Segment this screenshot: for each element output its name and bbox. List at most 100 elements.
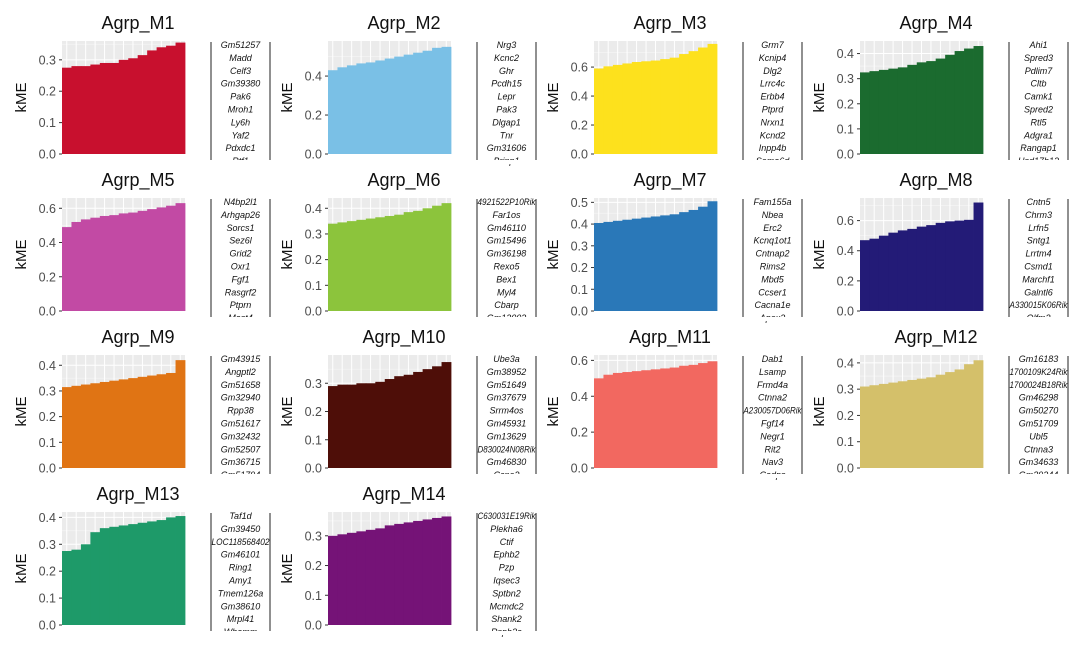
bar: [964, 48, 974, 154]
y-axis-label: kME: [545, 240, 562, 270]
gene-label: Gm36198: [487, 249, 527, 259]
gene-label: Camk1: [1024, 92, 1053, 102]
gene-label: Gm36715: [221, 457, 262, 467]
y-tick-label: 0.6: [571, 354, 588, 368]
gene-label: Lsamp: [759, 367, 786, 377]
bar: [594, 378, 604, 468]
panel-Agrp_M5: Agrp_M5 kME 0.0 0.2 0.4 0.6 N4bp2l1 Arhgap26 Sor…: [13, 170, 271, 323]
y-tick-label: 0.2: [837, 409, 854, 423]
bar: [90, 217, 101, 311]
gene-label: Erbb4: [760, 92, 784, 102]
gene-list-clip: [1010, 160, 1067, 164]
bar: [356, 531, 367, 625]
bar: [641, 370, 652, 468]
y-tick-label: 0.6: [837, 214, 854, 228]
bar: [945, 54, 956, 154]
y-tick-label: 0.3: [837, 383, 854, 397]
bar: [90, 383, 101, 468]
gene-label: Kcnd2: [760, 130, 786, 140]
panel-Agrp_M12: Agrp_M12 kME 0.0 0.1 0.2 0.3 0.4 Gm16183 1700109…: [811, 327, 1069, 480]
bar: [907, 228, 918, 311]
bar: [660, 215, 671, 311]
bar: [679, 54, 690, 154]
bar: [907, 64, 918, 154]
bar: [394, 376, 405, 468]
bar: [365, 383, 376, 468]
bar: [650, 216, 661, 311]
y-tick-label: 0.2: [39, 85, 56, 99]
bar: [166, 45, 176, 155]
bar: [346, 221, 357, 311]
y-tick-label: 0.2: [571, 426, 588, 440]
panel-Agrp_M9: Agrp_M9 kME 0.0 0.1 0.2 0.3 0.4 Gm43915 Angptl2 G…: [13, 327, 271, 480]
bar: [916, 62, 927, 154]
bar: [679, 365, 690, 468]
gene-label: Oxr1: [231, 262, 251, 272]
gene-label: Gm51658: [221, 380, 261, 390]
y-tick-label: 0.0: [837, 462, 854, 476]
bar: [907, 379, 918, 468]
gene-list-clip: [212, 317, 269, 321]
gene-label: Taf1d: [229, 511, 252, 521]
bar: [356, 219, 367, 311]
bar: [688, 364, 699, 468]
bar: [375, 60, 386, 154]
y-axis-label: kME: [13, 240, 30, 270]
gene-label: Rasgrf2: [225, 287, 257, 297]
gene-label: Lrrc4c: [760, 79, 786, 89]
y-tick-label: 0.0: [39, 305, 56, 319]
gene-label: Kcnip4: [759, 53, 787, 63]
gene-label: Ephb2: [493, 550, 519, 560]
bar: [80, 384, 91, 468]
bar: [62, 387, 72, 468]
bar: [973, 46, 984, 155]
panel-title: Agrp_M6: [367, 170, 440, 191]
gene-label: Gm15496: [487, 236, 527, 246]
bar: [688, 209, 699, 311]
gene-label: Gm52507: [221, 444, 262, 454]
gene-list-clip: [478, 317, 535, 321]
bar: [175, 360, 186, 468]
gene-label: Shank2: [491, 614, 522, 624]
gene-label: Rtl5: [1030, 117, 1047, 127]
y-tick-label: 0.3: [305, 529, 322, 543]
y-tick-label: 0.2: [571, 261, 588, 275]
bar: [346, 384, 357, 468]
y-tick-label: 0.4: [837, 356, 854, 370]
gene-label: 4921522P10Rik: [478, 197, 536, 207]
gene-label: Gm51649: [487, 380, 527, 390]
y-tick-label: 0.1: [571, 283, 588, 297]
y-tick-label: 0.3: [39, 384, 56, 398]
bar: [375, 381, 386, 468]
y-tick-label: 0.0: [571, 462, 588, 476]
bar: [916, 226, 927, 311]
panel-title: Agrp_M11: [629, 327, 711, 348]
gene-label: Gm31606: [487, 143, 527, 153]
y-tick-label: 0.4: [837, 244, 854, 258]
bar: [612, 64, 623, 154]
panel-Agrp_M8: Agrp_M8 kME 0.0 0.2 0.4 0.6 Cntn5 Chrm3 Lrfn5 Snt…: [811, 170, 1069, 323]
bar: [954, 51, 965, 154]
gene-label: Inpp4b: [759, 143, 787, 153]
gene-label: Ctnna3: [1024, 444, 1053, 454]
bar: [99, 528, 110, 625]
panel-title: Agrp_M8: [899, 170, 972, 191]
y-tick-label: 0.4: [305, 70, 322, 84]
bar: [594, 68, 604, 154]
gene-label: 1700024B18Rik: [1010, 380, 1068, 390]
gene-label: Mcmdc2: [489, 601, 523, 611]
bar: [166, 372, 176, 468]
bar: [118, 525, 129, 625]
bar: [869, 71, 880, 154]
bar: [71, 549, 82, 625]
gene-label: Ctif: [500, 537, 515, 547]
bar: [888, 382, 899, 468]
gene-label: Gm51709: [1019, 419, 1059, 429]
bar: [422, 369, 433, 468]
bar: [441, 516, 452, 625]
gene-label: Dlg2: [763, 66, 782, 76]
gene-label: Adgra1: [1023, 130, 1053, 140]
bar: [118, 379, 129, 468]
bar: [337, 222, 348, 311]
gene-label: Pzp: [499, 563, 515, 573]
